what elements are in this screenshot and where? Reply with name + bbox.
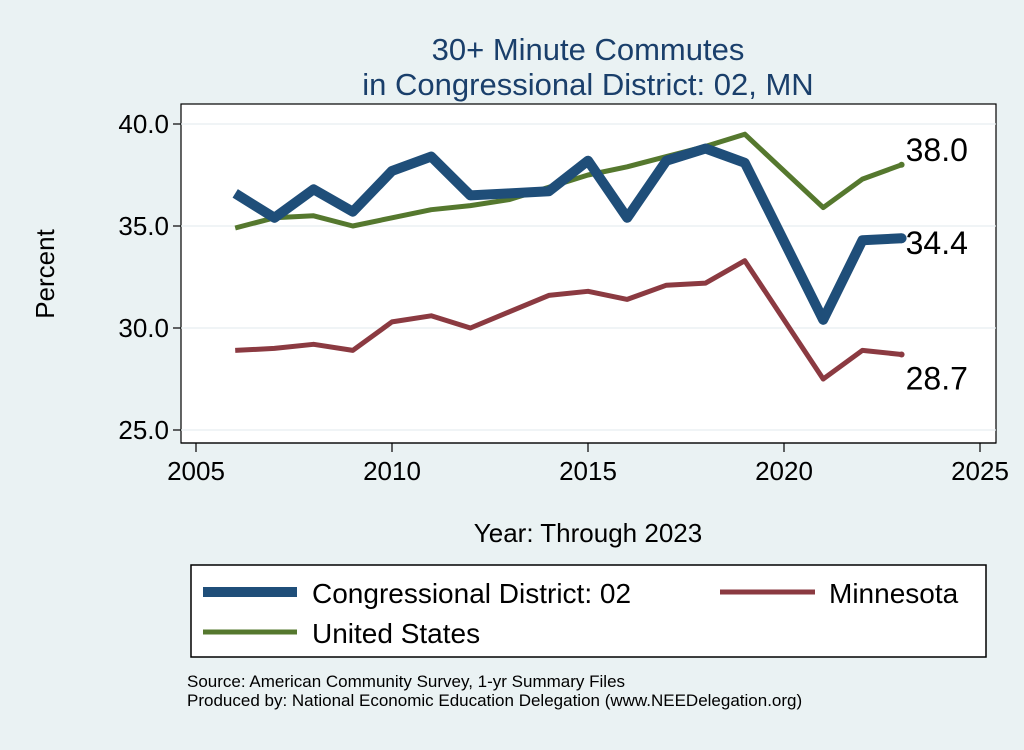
y-tick-label-1: 30.0 bbox=[118, 313, 169, 343]
x-tick-label-3: 2020 bbox=[755, 456, 813, 486]
axes: 25.0 30.0 35.0 40.0 2005 2010 2015 2020 2025 bbox=[118, 109, 1009, 486]
series-line-congressional-district-02 bbox=[232, 143, 902, 325]
legend-label-united-states: United States bbox=[312, 618, 480, 649]
legend-label-district: Congressional District: 02 bbox=[312, 578, 631, 609]
x-axis-title: Year: Through 2023 bbox=[474, 518, 702, 548]
end-label-minnesota: 28.7 bbox=[906, 361, 968, 397]
source-line: Source: American Community Survey, 1-yr … bbox=[187, 672, 626, 691]
series-endpoint-minnesota bbox=[898, 351, 905, 358]
legend: Congressional District: 02 Minnesota Uni… bbox=[190, 564, 987, 658]
y-tick-label-2: 35.0 bbox=[118, 211, 169, 241]
grid bbox=[181, 123, 996, 431]
end-label-united-states: 38.0 bbox=[906, 132, 968, 168]
end-label-congressional-district-02: 34.4 bbox=[906, 225, 968, 261]
end-labels: 34.4 28.7 38.0 bbox=[906, 132, 968, 397]
y-tick-label-0: 25.0 bbox=[118, 415, 169, 445]
chart-title-line-2: in Congressional District: 02, MN bbox=[362, 67, 813, 102]
y-tick-label-3: 40.0 bbox=[118, 109, 169, 139]
series-lines bbox=[232, 131, 907, 382]
series-line-minnesota bbox=[235, 258, 902, 382]
series-endpoint-congressional-district-02 bbox=[896, 233, 907, 244]
y-axis-title: Percent bbox=[30, 228, 60, 318]
producer-line: Produced by: National Economic Education… bbox=[187, 691, 803, 710]
x-tick-label-0: 2005 bbox=[167, 456, 225, 486]
plot-area bbox=[180, 103, 997, 444]
x-tick-label-4: 2025 bbox=[951, 456, 1009, 486]
legend-label-minnesota: Minnesota bbox=[829, 578, 959, 609]
series-endpoint-united-states bbox=[898, 161, 905, 168]
source-note: Source: American Community Survey, 1-yr … bbox=[187, 672, 802, 710]
legend-box bbox=[190, 564, 987, 658]
chart-title-line-1: 30+ Minute Commutes bbox=[432, 32, 745, 67]
x-tick-label-2: 2015 bbox=[559, 456, 617, 486]
x-tick-label-1: 2010 bbox=[363, 456, 421, 486]
